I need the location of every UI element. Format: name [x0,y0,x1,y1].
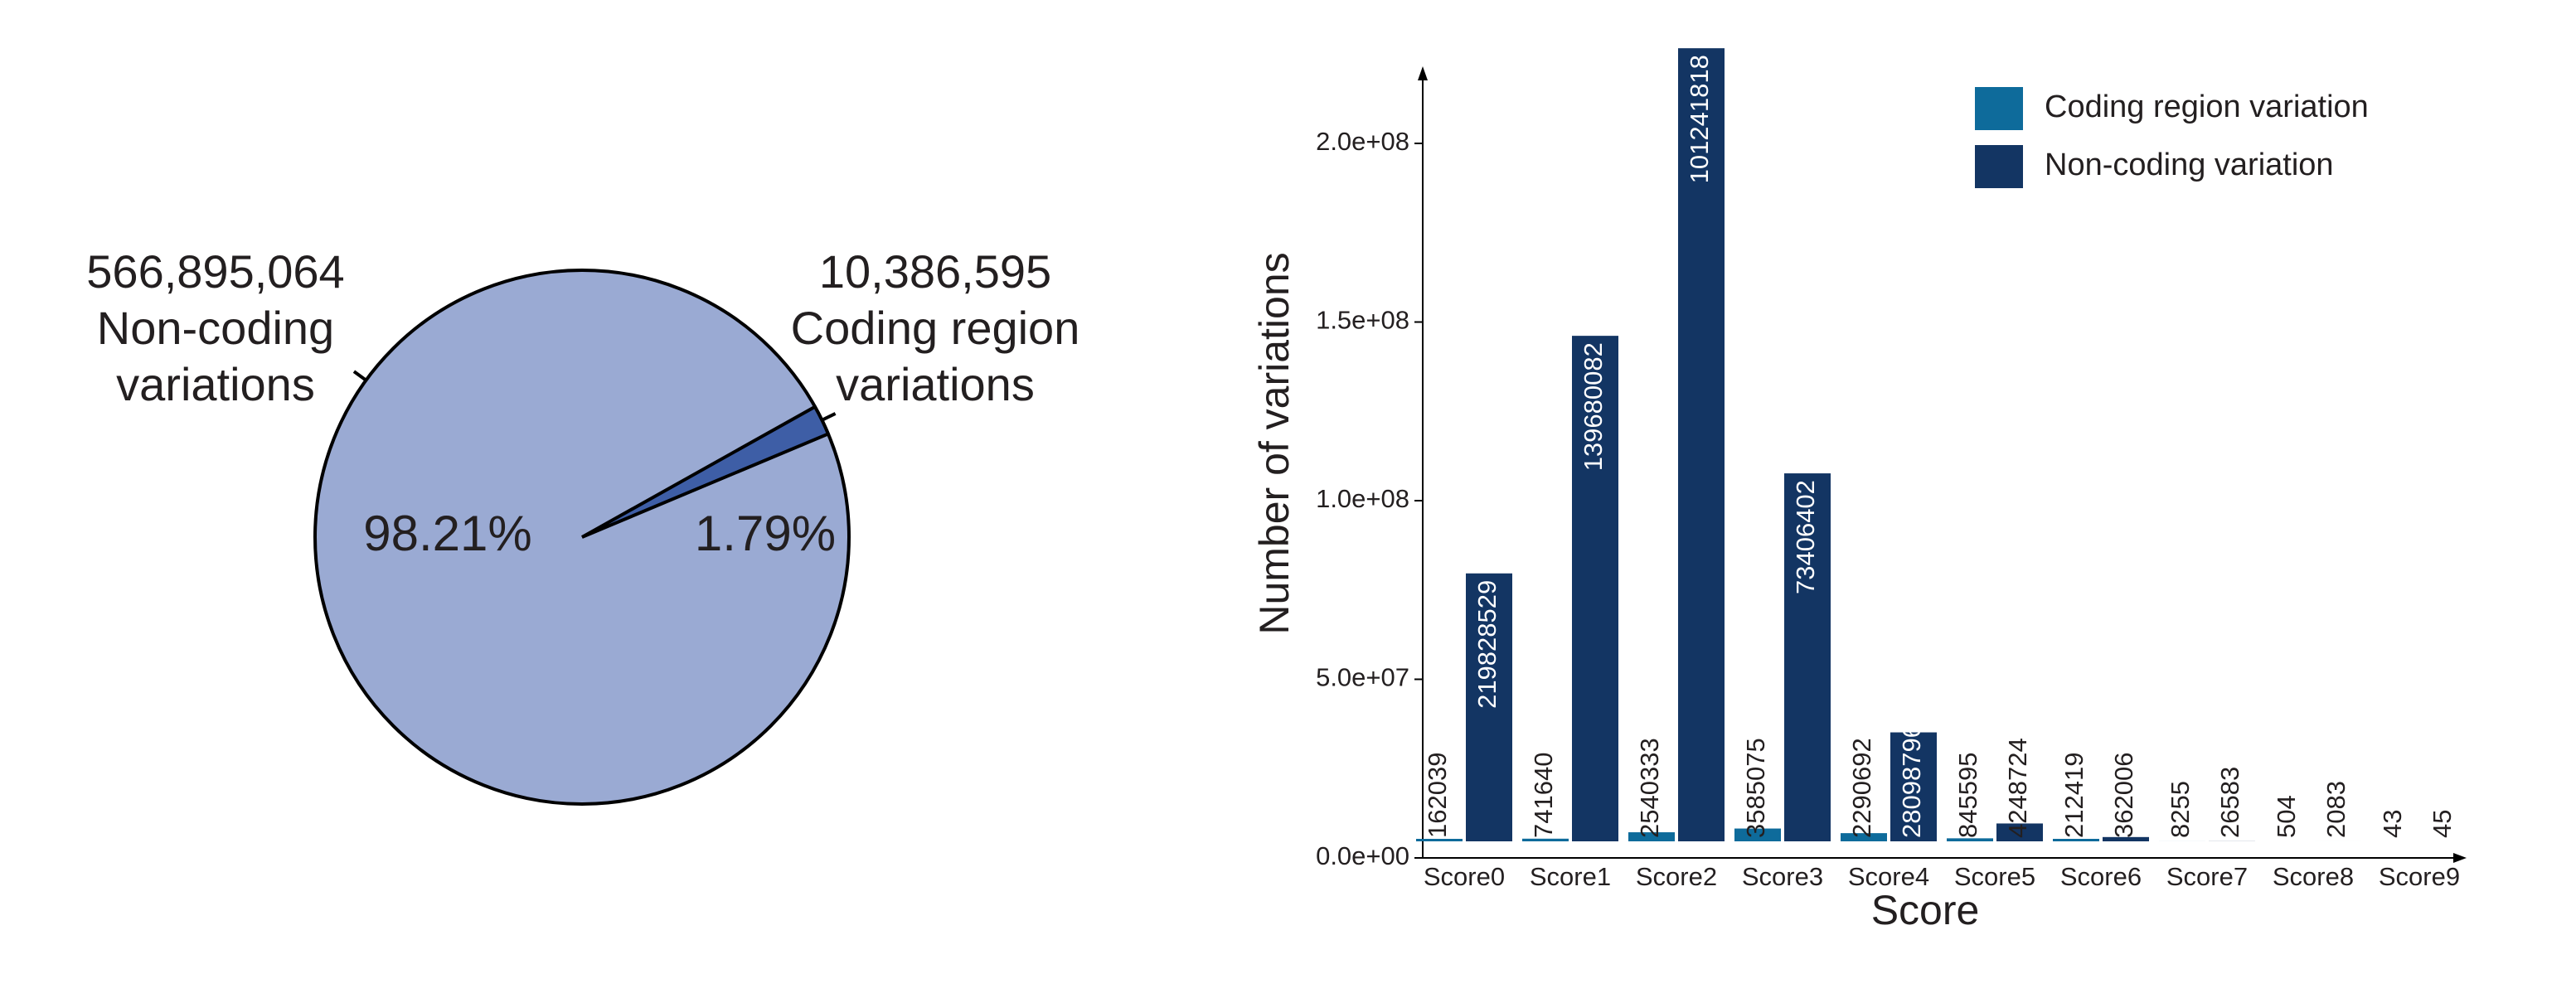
bar-label-coding-2: 2540333 [1635,738,1664,838]
legend-label-0: Coding region variation [2045,90,2369,124]
bar-label-noncoding-4: 28098796 [1897,724,1926,838]
bar-label-noncoding-1: 139680082 [1579,342,1608,471]
bar-label-noncoding-0: 219828529 [1472,580,1501,709]
x-tick-label-3: Score3 [1742,862,1823,891]
legend-swatch-1 [1975,145,2023,188]
x-tick-label-1: Score1 [1530,862,1611,891]
pie-percent-non-coding: 98.21% [363,506,532,561]
legend-label-1: Non-coding variation [2045,148,2334,182]
bar-label-coding-9: 43 [2378,810,2407,838]
x-tick-label-2: Score2 [1636,862,1717,891]
y-tick-label-0: 0.0e+00 [1316,841,1409,870]
y-axis-arrow [1418,66,1428,80]
pie-percent-coding-region: 1.79% [695,506,836,561]
bar-noncoding-3 [1784,473,1831,841]
legend-swatch-0 [1975,87,2023,130]
bar-label-coding-1: 741640 [1529,753,1558,838]
x-axis-label: Score [1871,887,1980,933]
bar-label-coding-4: 2290692 [1847,738,1876,838]
pie-label-coding-region-line-1: Coding region [791,302,1080,354]
bar-label-coding-8: 504 [2272,795,2301,838]
x-axis-arrow [2453,853,2467,863]
bar-coding-0 [1416,839,1463,841]
bar-noncoding-0 [1466,573,1512,841]
x-tick-label-9: Score9 [2379,862,2460,891]
pie-chart: 98.21% 1.79%566,895,064Non-codingvariatio… [86,245,1080,806]
bar-label-noncoding-9: 45 [2428,810,2457,838]
y-tick-label-3: 1.5e+08 [1316,306,1409,335]
pie-label-coding-region-line-2: variations [836,358,1035,410]
bar-label-coding-5: 845595 [1953,753,1982,838]
bar-label-coding-3: 3585075 [1741,738,1770,838]
bar-coding-6 [2053,839,2099,841]
x-tick-label-7: Score7 [2166,862,2248,891]
pie-label-coding-region-line-0: 10,386,595 [819,245,1051,298]
bar-coding-3 [1734,828,1781,841]
y-tick-label-1: 5.0e+07 [1316,663,1409,692]
bar-label-coding-0: 162039 [1423,753,1452,838]
x-tick-label-5: Score5 [1954,862,2035,891]
pie-label-non-coding-line-1: Non-coding [97,302,334,354]
x-tick-label-8: Score8 [2273,862,2354,891]
bar-noncoding-6 [2103,836,2149,841]
bar-noncoding-4 [1890,732,1937,841]
bar-label-noncoding-5: 4248724 [2003,738,2032,838]
bar-coding-2 [1628,832,1675,841]
bar-label-coding-7: 8255 [2166,781,2195,838]
pie-leader-non-coding [352,370,367,382]
bar-coding-1 [1522,838,1569,841]
bar-noncoding-1 [1572,336,1618,841]
y-axis-label: Number of variations [1251,252,1298,634]
pie-leader-coding-region [821,412,837,422]
bar-label-noncoding-6: 362006 [2109,753,2138,838]
y-tick-label-2: 1.0e+08 [1316,484,1409,513]
pie-label-non-coding-line-0: 566,895,064 [86,245,344,298]
x-tick-label-0: Score0 [1424,862,1505,891]
bar-label-noncoding-7: 26583 [2215,767,2244,838]
x-tick-label-6: Score6 [2060,862,2142,891]
bar-label-coding-6: 212419 [2059,753,2088,838]
bar-label-noncoding-3: 73406402 [1791,480,1820,594]
pie-slice-coding-region [581,404,831,539]
bar-label-noncoding-2: 101241818 [1685,55,1714,183]
x-tick-label-4: Score4 [1848,862,1929,891]
bar-coding-4 [1841,833,1887,841]
bar-noncoding-5 [1996,823,2043,841]
bar-coding-5 [1947,838,1993,841]
pie-label-non-coding-line-2: variations [116,358,315,410]
bar-noncoding-2 [1678,48,1725,842]
y-tick-label-4: 2.0e+08 [1316,127,1409,156]
bar-chart: 0.0e+00 5.0e+07 1.0e+08 1.5e+08 2.0e+08 Numbe… [1251,48,2467,933]
bar-label-noncoding-8: 2083 [2321,781,2350,838]
